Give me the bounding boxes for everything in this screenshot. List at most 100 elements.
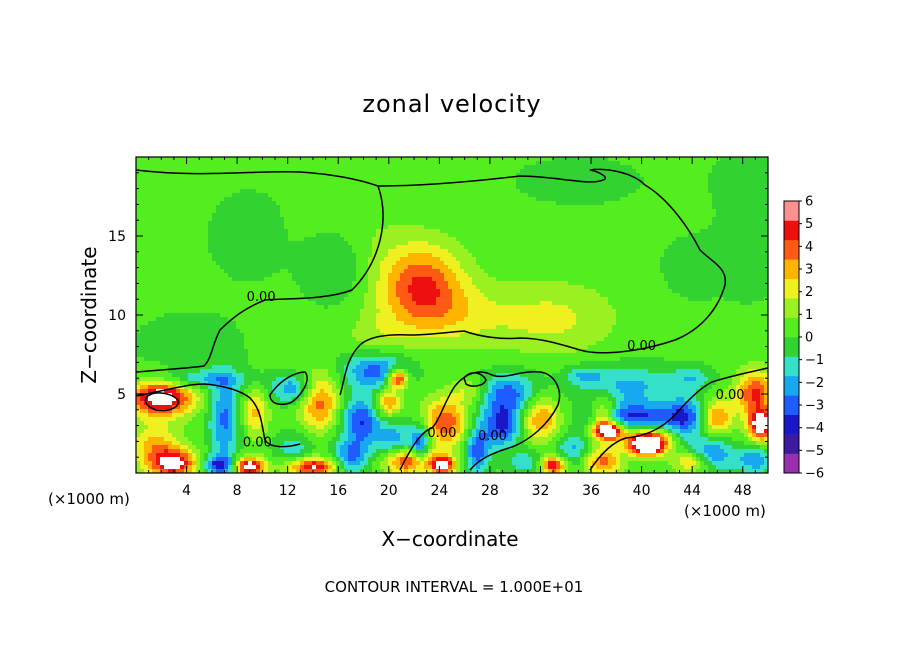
heatmap-cell	[556, 185, 561, 190]
heatmap-cell	[232, 221, 237, 226]
heatmap-cell	[324, 277, 329, 282]
heatmap-cell	[344, 213, 349, 218]
heatmap-cell	[728, 173, 733, 178]
heatmap-cell	[684, 173, 689, 178]
heatmap-cell	[616, 277, 621, 282]
heatmap-cell	[664, 213, 669, 218]
heatmap-cell	[612, 177, 617, 182]
heatmap-cell	[148, 253, 153, 258]
heatmap-cell	[436, 165, 441, 170]
heatmap-cell	[408, 245, 413, 250]
heatmap-cell	[404, 193, 409, 198]
heatmap-cell	[336, 185, 341, 190]
heatmap-cell	[280, 221, 285, 226]
heatmap-cell	[280, 177, 285, 182]
heatmap-cell	[232, 269, 237, 274]
heatmap-cell	[308, 173, 313, 178]
heatmap-cell	[228, 229, 233, 234]
heatmap-cell	[736, 233, 741, 238]
heatmap-cell	[160, 269, 165, 274]
heatmap-cell	[488, 253, 493, 258]
heatmap-cell	[164, 201, 169, 206]
heatmap-cell	[396, 277, 401, 282]
heatmap-cell	[544, 273, 549, 278]
heatmap-cell	[204, 253, 209, 258]
heatmap-cell	[148, 201, 153, 206]
heatmap-cell	[404, 273, 409, 278]
heatmap-cell	[240, 201, 245, 206]
heatmap-cell	[656, 253, 661, 258]
heatmap-cell	[448, 185, 453, 190]
heatmap-cell	[172, 189, 177, 194]
heatmap-cell	[352, 249, 357, 254]
heatmap-cell	[712, 245, 717, 250]
heatmap-cell	[272, 157, 277, 162]
heatmap-cell	[296, 221, 301, 226]
heatmap-cell	[340, 225, 345, 230]
heatmap-cell	[292, 257, 297, 262]
heatmap-cell	[392, 225, 397, 230]
heatmap-cell	[636, 161, 641, 166]
heatmap-cell	[620, 209, 625, 214]
heatmap-cell	[712, 277, 717, 282]
heatmap-cell	[304, 269, 309, 274]
heatmap-cell	[448, 249, 453, 254]
heatmap-cell	[312, 201, 317, 206]
heatmap-cell	[344, 225, 349, 230]
heatmap-cell	[676, 245, 681, 250]
heatmap-cell	[660, 225, 665, 230]
heatmap-cell	[560, 253, 565, 258]
heatmap-cell	[700, 237, 705, 242]
heatmap-cell	[156, 221, 161, 226]
heatmap-cell	[376, 257, 381, 262]
heatmap-cell	[336, 173, 341, 178]
heatmap-cell	[644, 241, 649, 246]
heatmap-cell	[672, 225, 677, 230]
heatmap-cell	[516, 269, 521, 274]
heatmap-cell	[232, 265, 237, 270]
heatmap-cell	[620, 165, 625, 170]
heatmap-cell	[628, 273, 633, 278]
heatmap-cell	[464, 269, 469, 274]
heatmap-cell	[324, 249, 329, 254]
heatmap-cell	[460, 205, 465, 210]
heatmap-cell	[644, 185, 649, 190]
heatmap-cell	[356, 229, 361, 234]
heatmap-cell	[140, 249, 145, 254]
heatmap-cell	[172, 237, 177, 242]
heatmap-cell	[320, 253, 325, 258]
heatmap-cell	[312, 257, 317, 262]
heatmap-cell	[284, 201, 289, 206]
heatmap-cell	[528, 245, 533, 250]
heatmap-cell	[284, 249, 289, 254]
heatmap-cell	[176, 161, 181, 166]
heatmap-cell	[376, 165, 381, 170]
heatmap-cell	[516, 173, 521, 178]
heatmap-cell	[556, 161, 561, 166]
heatmap-cell	[456, 189, 461, 194]
heatmap-cell	[692, 241, 697, 246]
heatmap-cell	[700, 181, 705, 186]
heatmap-cell	[504, 169, 509, 174]
heatmap-cell	[408, 193, 413, 198]
heatmap-cell	[144, 173, 149, 178]
heatmap-cell	[504, 157, 509, 162]
heatmap-cell	[572, 253, 577, 258]
heatmap-cell	[168, 221, 173, 226]
heatmap-cell	[536, 229, 541, 234]
heatmap-cell	[288, 269, 293, 274]
heatmap-cell	[208, 269, 213, 274]
heatmap-cell	[328, 185, 333, 190]
heatmap-cell	[356, 217, 361, 222]
heatmap-cell	[628, 181, 633, 186]
heatmap-cell	[144, 165, 149, 170]
heatmap-cell	[304, 161, 309, 166]
heatmap-cell	[492, 233, 497, 238]
heatmap-cell	[620, 245, 625, 250]
heatmap-cell	[668, 169, 673, 174]
heatmap-cell	[632, 189, 637, 194]
heatmap-cell	[540, 229, 545, 234]
heatmap-cell	[232, 205, 237, 210]
heatmap-cell	[240, 229, 245, 234]
heatmap-cell	[228, 209, 233, 214]
